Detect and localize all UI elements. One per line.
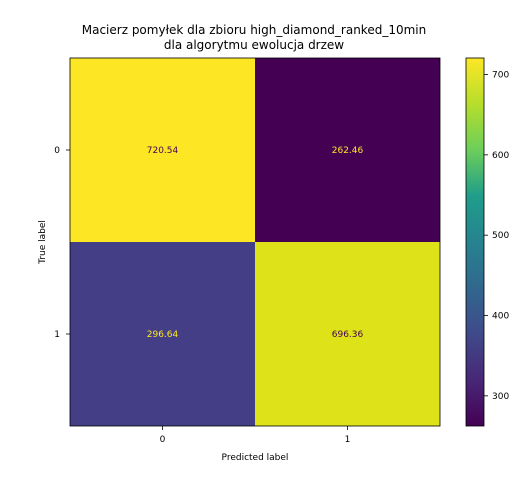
cell-value-label-0-1: 262.46 [332,146,364,156]
colorbar-tick-label: 600 [492,151,509,161]
matrix-cell-1-0 [70,242,255,426]
colorbar-gradient [466,58,484,426]
colorbar-tick-label: 400 [492,312,509,322]
matrix-cell-1-1 [255,242,440,426]
x-axis-label: Predicted label [222,453,289,463]
y-axis-label: True label [38,220,48,265]
cell-value-label-1-1: 696.36 [332,330,364,340]
matrix-plot-area: 720.54 262.46 296.64 696.36 0 1 0 1 [54,57,441,445]
y-tick-label: 0 [54,146,60,156]
colorbar-frame [465,57,485,427]
colorbar: 300 400 500 600 700 [465,57,509,427]
cell-value-label-0-0: 720.54 [147,146,179,156]
colorbar-tick-label: 300 [492,392,509,402]
matrix-cell-0-1 [255,58,440,242]
chart-title-line-1: Macierz pomyłek dla zbioru high_diamond_… [82,23,426,37]
colorbar-tick-label: 500 [492,231,509,241]
matrix-cell-0-0 [70,58,255,242]
x-tick-label: 0 [160,435,166,445]
cell-value-label-1-0: 296.64 [147,330,179,340]
colorbar-tick-label: 700 [492,71,509,81]
matrix-frame [69,57,441,427]
y-tick-label: 1 [54,330,60,340]
x-tick-label: 1 [345,435,351,445]
chart-title-line-2: dla algorytmu ewolucja drzew [164,38,344,52]
